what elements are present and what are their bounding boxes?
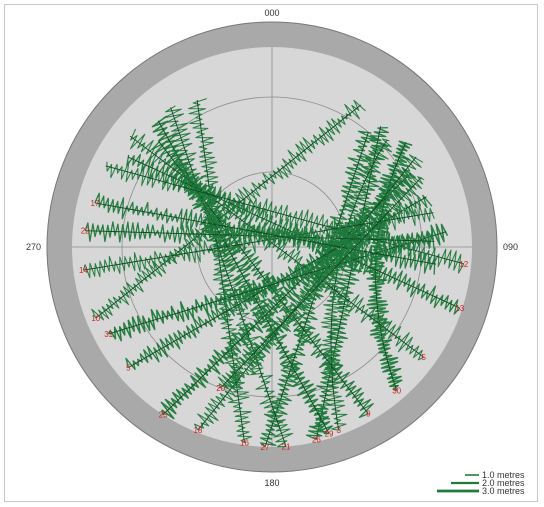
track-label-10: 10: [91, 314, 100, 323]
sky-plot: 10 16 27 21 26 29 3 9 30 5 13 12 25 18 5 31 14 22 17 20 000…: [5, 5, 539, 503]
compass-label-north: 000: [264, 8, 279, 18]
track-label-17: 17: [90, 199, 99, 208]
chart-frame: 10 16 27 21 26 29 3 9 30 5 13 12 25 18 5 31 14 22 17 20 000…: [4, 4, 538, 502]
track-label-5: 5: [421, 353, 426, 362]
track-label-20: 20: [216, 384, 225, 393]
track-label-3: 3: [336, 426, 341, 435]
track-label-21: 21: [282, 443, 291, 452]
compass-label-west: 270: [26, 242, 41, 252]
track-label-5: 5: [126, 364, 131, 373]
track-label-25: 25: [159, 411, 168, 420]
track-label-22: 22: [81, 227, 90, 236]
compass-label-south: 180: [264, 478, 279, 488]
track-label-26: 26: [312, 435, 321, 444]
track-label-27: 27: [261, 443, 270, 452]
track-label-13: 13: [455, 304, 464, 313]
track-label-31: 31: [104, 330, 113, 339]
track-label-30: 30: [392, 386, 401, 395]
compass-label-east: 090: [503, 242, 518, 252]
track-label-16: 16: [240, 439, 249, 448]
track-label-29: 29: [325, 430, 334, 439]
track-label-14: 14: [79, 266, 88, 275]
legend-label-3: 3.0 metres: [482, 486, 525, 496]
track-label-12: 12: [459, 260, 468, 269]
track-label-9: 9: [366, 410, 371, 419]
track-label-18: 18: [194, 426, 203, 435]
